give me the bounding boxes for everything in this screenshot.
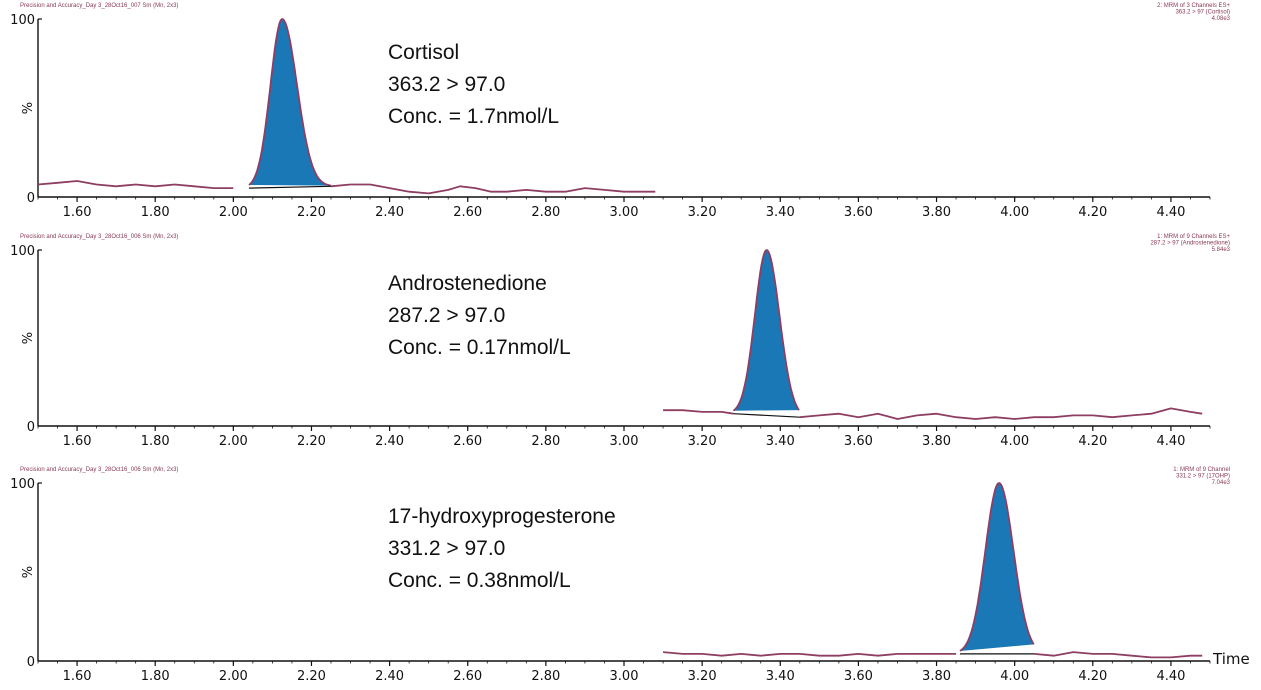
panel-header-right: 287.2 > 97 (Androstenedione) — [1150, 241, 1230, 247]
x-tick-label: 3.40 — [766, 205, 795, 220]
x-tick-label: 2.20 — [297, 205, 326, 220]
panel-header-right: 5.84e3 — [1212, 247, 1231, 253]
x-tick-label: 3.80 — [922, 205, 951, 220]
x-tick-label: 4.20 — [1078, 434, 1107, 449]
trace-baseline-left — [663, 651, 957, 657]
integration-baseline — [733, 413, 800, 418]
y-axis-label: % — [21, 332, 36, 344]
x-tick-label: 1.80 — [141, 205, 170, 220]
y-axis-label: % — [21, 102, 36, 114]
panel-header-right: 363.2 > 97 (Cortisol) — [1175, 10, 1230, 16]
x-tick-label: 4.40 — [1156, 434, 1185, 449]
peak-area — [249, 19, 331, 186]
panel-header-right: 2: MRM of 3 Channels ES+ — [1157, 3, 1230, 9]
x-tick-label: 2.60 — [453, 669, 482, 684]
x-tick-label: 2.20 — [297, 434, 326, 449]
x-tick-label: 3.60 — [844, 669, 873, 684]
peak-annotation: 17-hydroxyprogesterone — [388, 505, 616, 528]
x-tick-label: 2.00 — [219, 205, 248, 220]
x-tick-label: 3.80 — [922, 669, 951, 684]
x-tick-label: 1.60 — [63, 434, 92, 449]
x-axis-label: Time — [1212, 650, 1250, 668]
trace-baseline-right — [330, 183, 656, 195]
x-tick-label: 2.80 — [531, 205, 560, 220]
panel-header-left: Precision and Accuracy_Day 3_28Oct16_006… — [20, 467, 178, 473]
x-tick-label: 4.20 — [1078, 669, 1107, 684]
x-tick-label: 1.80 — [141, 434, 170, 449]
peak-area — [733, 250, 799, 411]
panel-header-left: Precision and Accuracy_Day 3_28Oct16_007… — [20, 3, 178, 9]
x-tick-label: 4.20 — [1078, 205, 1107, 220]
x-tick-label: 4.00 — [1000, 669, 1029, 684]
peak-annotation: Conc. = 1.7nmol/L — [388, 105, 559, 128]
x-tick-label: 3.20 — [688, 669, 717, 684]
panel-header-right: 331.2 > 97 (17OHP) — [1176, 474, 1230, 480]
x-tick-label: 1.60 — [63, 669, 92, 684]
trace-peak — [959, 482, 1035, 652]
y-tick-label: 0 — [27, 420, 35, 435]
x-tick-label: 2.00 — [219, 669, 248, 684]
y-tick-label: 0 — [27, 655, 35, 670]
x-tick-label: 4.40 — [1156, 205, 1185, 220]
x-tick-label: 3.00 — [610, 669, 639, 684]
x-tick-label: 4.40 — [1156, 669, 1185, 684]
x-tick-label: 3.40 — [766, 669, 795, 684]
x-tick-label: 2.40 — [375, 434, 404, 449]
x-tick-label: 1.60 — [63, 205, 92, 220]
x-tick-label: 2.60 — [453, 205, 482, 220]
y-tick-label: 100 — [10, 244, 35, 259]
panel-header-right: 1: MRM of 9 Channel — [1173, 467, 1230, 473]
integration-baseline — [248, 185, 332, 189]
y-tick-label: 0 — [27, 191, 35, 206]
x-tick-label: 1.80 — [141, 669, 170, 684]
peak-annotation: Cortisol — [388, 41, 459, 64]
panel-header-left: Precision and Accuracy_Day 3_28Oct16_006… — [20, 234, 178, 240]
x-tick-label: 2.40 — [375, 205, 404, 220]
peak-annotation: Androstenedione — [388, 272, 547, 295]
x-tick-label: 3.60 — [844, 434, 873, 449]
x-tick-label: 2.80 — [531, 434, 560, 449]
x-tick-label: 3.20 — [688, 434, 717, 449]
x-tick-label: 2.00 — [219, 434, 248, 449]
x-tick-label: 3.60 — [844, 205, 873, 220]
x-tick-label: 3.20 — [688, 205, 717, 220]
x-tick-label: 2.60 — [453, 434, 482, 449]
panel-header-right: 1: MRM of 9 Channels ES+ — [1157, 234, 1230, 240]
panel-header-right: 7.04e3 — [1212, 480, 1231, 486]
trace-baseline-right — [1034, 651, 1203, 659]
panel-header-right: 4.08e3 — [1212, 16, 1231, 22]
x-tick-label: 3.00 — [610, 434, 639, 449]
trace-baseline-right — [799, 407, 1203, 420]
x-tick-label: 3.40 — [766, 434, 795, 449]
x-tick-label: 4.00 — [1000, 434, 1029, 449]
y-tick-label: 100 — [10, 477, 35, 492]
peak-annotation: Conc. = 0.38nmol/L — [388, 569, 571, 592]
trace-peak — [732, 249, 800, 412]
trace-peak — [248, 18, 332, 187]
x-tick-label: 2.40 — [375, 669, 404, 684]
peak-annotation: 363.2 > 97.0 — [388, 73, 505, 96]
x-tick-label: 3.00 — [610, 205, 639, 220]
y-axis-label: % — [21, 566, 36, 578]
peak-annotation: 331.2 > 97.0 — [388, 537, 505, 560]
x-tick-label: 2.20 — [297, 669, 326, 684]
x-tick-label: 2.80 — [531, 669, 560, 684]
peak-annotation: Conc. = 0.17nmol/L — [388, 336, 571, 359]
y-tick-label: 100 — [10, 13, 35, 28]
trace-baseline-left — [663, 409, 734, 415]
peak-area — [960, 483, 1034, 651]
x-tick-label: 3.80 — [922, 434, 951, 449]
peak-annotation: 287.2 > 97.0 — [388, 304, 505, 327]
trace-baseline-left — [37, 180, 234, 189]
x-tick-label: 4.00 — [1000, 205, 1029, 220]
